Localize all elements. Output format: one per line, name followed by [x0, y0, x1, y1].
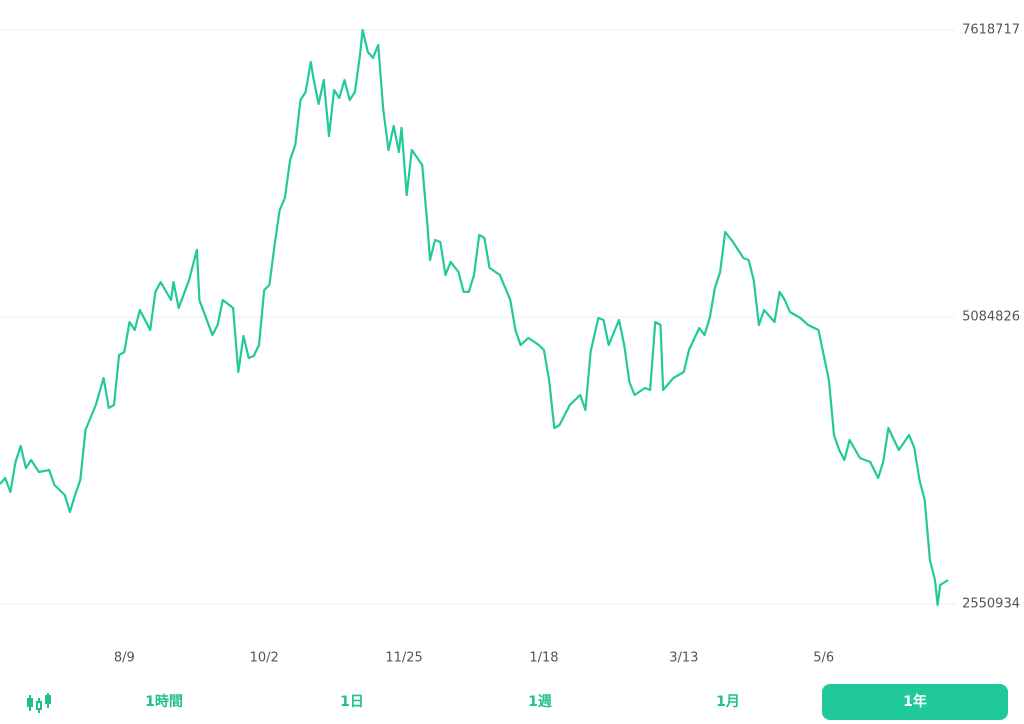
y-tick-label: 2550934: [962, 597, 1020, 612]
y-tick-label: 7618717: [962, 23, 1020, 38]
y-tick-label: 5084826: [962, 309, 1020, 324]
tab-active[interactable]: 1年: [822, 684, 1008, 720]
candlestick-toggle[interactable]: [26, 692, 52, 714]
chart: 2550934 5084826 7618717 8/9 10/2 11/25 1/18 3/1…: [0, 23, 1020, 666]
tab[interactable]: 1日: [340, 694, 364, 710]
tab[interactable]: 1週: [528, 694, 552, 710]
price-line: [0, 28, 949, 607]
x-tick-label: 1/18: [529, 651, 558, 666]
x-tick-label: 5/6: [813, 651, 834, 666]
x-tick-label: 8/9: [114, 651, 135, 666]
x-tick-label: 10/2: [250, 651, 279, 666]
x-tick-label: 11/25: [385, 651, 422, 666]
x-tick-label: 3/13: [669, 651, 698, 666]
tab[interactable]: 1月: [716, 694, 740, 710]
tab[interactable]: 1時間: [145, 694, 183, 710]
tab-bar: 1時間 1日 1週 1月 1年: [0, 684, 1024, 720]
